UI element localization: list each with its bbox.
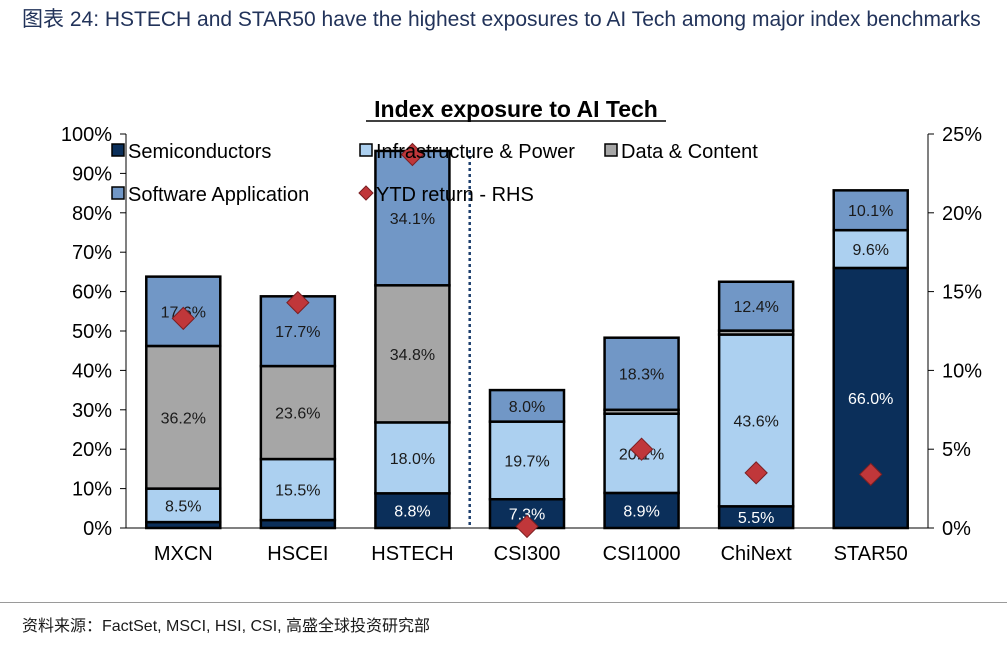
- y-tick-label: 70%: [72, 242, 112, 264]
- legend-label: YTD return - RHS: [376, 184, 534, 206]
- bar-segment: [374, 421, 451, 495]
- bar-data-label: 9.6%: [852, 242, 888, 259]
- bar-data-label: 34.1%: [390, 211, 435, 228]
- bar-segment: [374, 284, 451, 424]
- y2-tick-label: 25%: [942, 124, 982, 146]
- bar-data-label: 66.0%: [848, 391, 893, 408]
- x-tick-label: CSI1000: [603, 543, 681, 565]
- y-tick-label: 40%: [72, 360, 112, 382]
- ytd-return-marker: [859, 462, 883, 487]
- ytd-return-marker: [629, 437, 654, 461]
- y-tick-label: 20%: [72, 439, 112, 461]
- bar-data-label: 34.8%: [390, 347, 435, 364]
- bar-data-label: 8.0%: [509, 399, 545, 416]
- bar-data-label: 17.7%: [275, 324, 320, 341]
- bar-data-label: 18.3%: [619, 367, 664, 384]
- x-tick-label: CSI300: [494, 543, 561, 565]
- legend-swatch: [111, 186, 125, 200]
- chart-title: Index exposure to AI Tech: [374, 96, 658, 122]
- bar-segment: [259, 364, 337, 461]
- bar-data-label: 36.2%: [161, 410, 206, 427]
- bar-data-label: 10.1%: [848, 203, 893, 220]
- bar-data-label: 43.6%: [733, 413, 778, 430]
- ytd-return-marker: [744, 461, 768, 485]
- y-tick-label: 80%: [72, 203, 112, 225]
- bar-segment: [488, 420, 566, 501]
- legend-label: Infrastructure & Power: [376, 141, 575, 163]
- x-tick-label: HSCEI: [267, 543, 328, 565]
- bar-segment: [717, 280, 795, 332]
- y-tick-label: 0%: [83, 518, 112, 540]
- legend-label: Software Application: [128, 184, 309, 206]
- y2-tick-label: 20%: [942, 203, 982, 225]
- bar-segment: [145, 487, 222, 524]
- source-divider: [0, 602, 1007, 603]
- bar-data-label: 23.6%: [275, 406, 320, 423]
- bar-segment: [145, 344, 222, 490]
- figure-title: 图表 24: HSTECH and STAR50 have the highes…: [22, 8, 981, 31]
- y2-tick-label: 10%: [942, 360, 982, 382]
- bar-segment: [488, 388, 566, 423]
- bar-segment: [374, 149, 451, 287]
- ytd-return-marker: [286, 290, 310, 315]
- x-tick-label: STAR50: [834, 543, 908, 565]
- bar-segment: [603, 336, 680, 412]
- bar-data-label: 8.8%: [394, 504, 430, 521]
- legend-label: Data & Content: [621, 141, 758, 163]
- legend-label: Semiconductors: [128, 141, 271, 163]
- bar-data-label: 8.9%: [623, 503, 659, 520]
- x-tick-label: HSTECH: [371, 543, 453, 565]
- x-tick-label: ChiNext: [721, 543, 793, 565]
- bar-segment: [603, 491, 680, 530]
- y-tick-label: 90%: [72, 163, 112, 185]
- stacked-bar-chart: Index exposure to AI Tech 0% 10% 20% 30% 40% 5…: [61, 96, 982, 565]
- legend-swatch: [111, 143, 125, 157]
- y-tick-label: 50%: [72, 321, 112, 343]
- bar-data-label: 15.5%: [275, 483, 320, 500]
- y2-tick-label: 15%: [942, 282, 982, 304]
- x-tick-label: MXCN: [154, 543, 213, 565]
- y-tick-label: 100%: [61, 124, 112, 146]
- ytd-return-marker: [400, 142, 425, 167]
- y-tick-label: 60%: [72, 282, 112, 304]
- legend-swatch: [359, 143, 373, 157]
- bar-data-label: 18.0%: [390, 451, 435, 468]
- legend-swatch: [604, 143, 618, 157]
- bar-data-label: 5.5%: [738, 510, 774, 527]
- source-note: 资料来源：FactSet, MSCI, HSI, CSI, 高盛全球投资研究部: [22, 618, 431, 635]
- y2-tick-label: 0%: [942, 518, 971, 540]
- bar-segment: [832, 189, 909, 232]
- bar-data-label: 12.4%: [733, 299, 778, 316]
- legend-swatch: [358, 185, 374, 201]
- ytd-return-marker: [171, 306, 195, 331]
- ytd-return-marker: [515, 514, 539, 539]
- y-tick-label: 30%: [72, 400, 112, 422]
- bar-data-label: 19.7%: [504, 453, 549, 470]
- bar-data-label: 8.5%: [165, 498, 201, 515]
- y-tick-label: 10%: [72, 479, 112, 501]
- y2-tick-label: 5%: [942, 439, 971, 461]
